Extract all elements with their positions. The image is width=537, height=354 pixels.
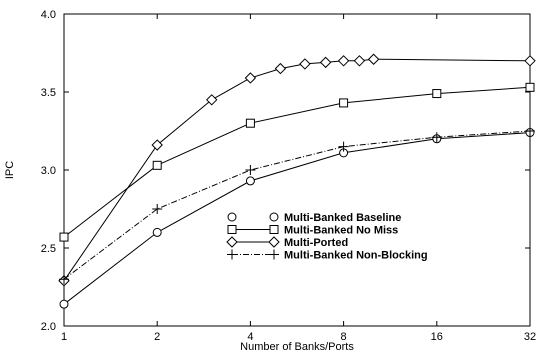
legend-item-multi-ported: Multi-Ported	[226, 236, 348, 249]
point-legend-multi-banked-non-blocking	[269, 249, 279, 260]
x-axis-title: Number of Banks/Ports	[240, 341, 354, 353]
series-line-multi-banked-no-miss	[63, 86, 531, 238]
series-line-multi-banked-baseline	[63, 132, 531, 305]
x-tick-label: 16	[431, 331, 443, 343]
point-multi-ported	[337, 55, 350, 67]
point-multi-banked-non-blocking	[338, 141, 349, 152]
point-legend-multi-banked-baseline	[227, 212, 237, 222]
point-multi-ported	[524, 55, 536, 67]
point-multi-ported	[353, 55, 366, 67]
point-multi-ported	[299, 58, 311, 70]
point-multi-banked-baseline	[59, 299, 69, 309]
point-legend-multi-ported	[268, 236, 280, 248]
point-multi-banked-non-blocking	[59, 274, 69, 285]
point-legend-multi-banked-baseline	[269, 212, 279, 222]
x-tick-label: 4	[247, 331, 253, 343]
point-multi-banked-no-miss	[339, 98, 349, 108]
y-tick-label: 3.5	[41, 87, 56, 99]
series-multi-ported	[58, 53, 536, 287]
point-multi-banked-baseline	[245, 176, 255, 186]
y-axis-ticks: 2.0 2.5 3.0 3.5 4.0	[41, 9, 530, 333]
x-tick-label: 2	[154, 331, 160, 343]
point-multi-banked-no-miss	[59, 232, 69, 242]
point-multi-ported	[367, 53, 380, 65]
x-tick-label: 32	[524, 331, 536, 343]
legend-label: Multi-Ported	[284, 237, 348, 249]
legend-label: Multi-Banked No Miss	[284, 225, 398, 237]
y-tick-label: 3.0	[41, 165, 56, 177]
point-legend-multi-banked-no-miss	[269, 225, 279, 234]
legend-label: Multi-Banked Non-Blocking	[284, 250, 428, 262]
series-multi-banked-no-miss	[59, 82, 535, 242]
point-multi-banked-non-blocking	[431, 132, 442, 143]
legend-item-multi-banked-baseline: Multi-Banked Baseline	[227, 212, 401, 224]
x-tick-label: 1	[61, 331, 67, 343]
x-tick-label: 8	[341, 331, 347, 343]
series-multi-banked-non-blocking	[59, 126, 535, 285]
point-multi-banked-no-miss	[432, 89, 442, 99]
point-multi-banked-non-blocking	[245, 165, 256, 175]
point-multi-banked-non-blocking	[152, 204, 163, 214]
point-multi-ported	[244, 72, 257, 84]
point-multi-banked-no-miss	[525, 82, 535, 92]
y-tick-label: 4.0	[41, 9, 56, 21]
y-tick-label: 2.0	[41, 321, 56, 333]
point-legend-multi-banked-non-blocking	[227, 249, 237, 260]
point-multi-ported	[206, 94, 218, 106]
point-multi-banked-no-miss	[245, 118, 255, 128]
point-multi-banked-no-miss	[152, 160, 162, 170]
point-legend-multi-banked-no-miss	[227, 225, 237, 234]
point-multi-banked-baseline	[152, 227, 162, 237]
legend-item-multi-banked-no-miss: Multi-Banked No Miss	[227, 225, 398, 237]
plot-frame	[63, 13, 531, 327]
point-multi-ported	[319, 56, 332, 69]
y-axis-title: IPC	[4, 161, 16, 179]
point-multi-ported	[274, 62, 287, 75]
point-multi-ported	[151, 139, 163, 151]
point-legend-multi-ported	[226, 236, 238, 248]
y-tick-label: 2.5	[41, 243, 56, 255]
series-layer	[58, 53, 536, 309]
series-line-multi-banked-non-blocking	[63, 130, 531, 280]
legend-item-multi-banked-non-blocking: Multi-Banked Non-Blocking	[227, 249, 428, 262]
legend-label: Multi-Banked Baseline	[284, 212, 401, 224]
point-multi-banked-non-blocking	[525, 126, 535, 136]
x-axis-ticks: 1 2 4 8 16 32	[61, 14, 536, 343]
